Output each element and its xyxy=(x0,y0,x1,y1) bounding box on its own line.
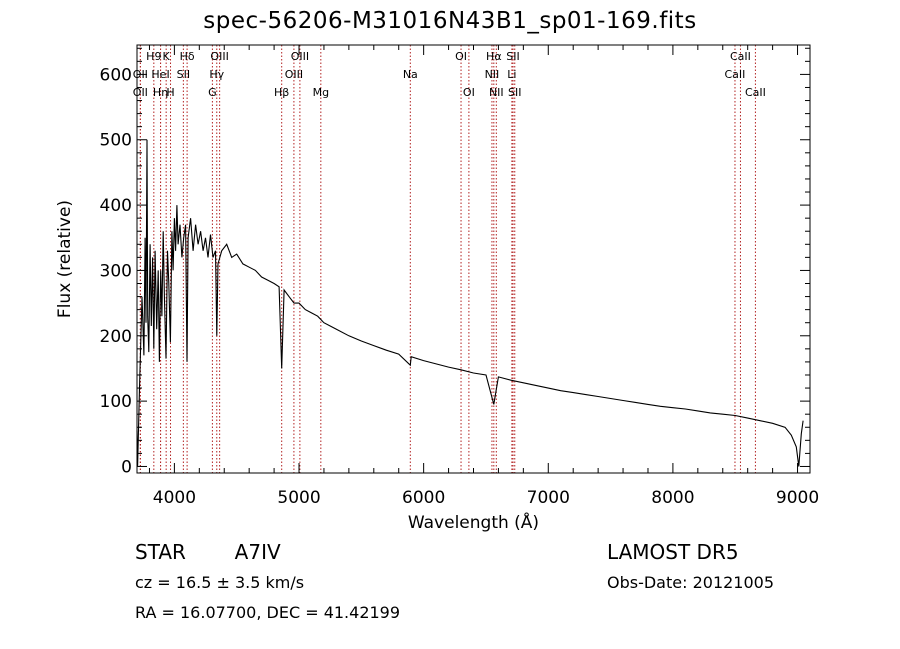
plot-frame xyxy=(136,44,811,474)
emission-line-label: H9 xyxy=(146,50,161,63)
emission-line-label: Hα xyxy=(486,50,502,63)
emission-line-label: SII xyxy=(506,50,519,63)
y-tick-label: 500 xyxy=(100,131,132,151)
emission-line-label: Li xyxy=(507,68,516,81)
emission-line-label: NII xyxy=(489,86,504,99)
emission-line-label: H xyxy=(166,86,174,99)
emission-line-label: OIII xyxy=(210,50,228,63)
spectrum-line xyxy=(136,139,804,467)
x-tick-label: 6000 xyxy=(402,488,445,508)
emission-line-label: G xyxy=(208,86,217,99)
emission-line-label: OI xyxy=(463,86,475,99)
spectral-class: A7IV xyxy=(234,540,281,564)
x-tick-label: 8000 xyxy=(651,488,694,508)
y-tick-label: 600 xyxy=(100,65,132,85)
x-tick-label: 4000 xyxy=(153,488,196,508)
emission-line-label: OIII xyxy=(291,50,309,63)
emission-line-label: CaII xyxy=(745,86,766,99)
emission-line-label: Hη xyxy=(153,86,168,99)
obs-date: Obs-Date: 20121005 xyxy=(607,573,775,592)
x-tick-label: 9000 xyxy=(776,488,819,508)
emission-line-label: Na xyxy=(403,68,418,81)
redshift-text: cz = 16.5 ± 3.5 km/s xyxy=(135,573,305,592)
emission-line-label: SII xyxy=(177,68,190,81)
coordinates-text: RA = 16.07700, DEC = 41.42199 xyxy=(135,603,401,622)
emission-line-label: K xyxy=(163,50,171,63)
object-type: STAR xyxy=(135,540,186,564)
emission-line-label: CaII xyxy=(725,68,746,81)
y-axis-label: Flux (relative) xyxy=(55,200,75,318)
emission-line-label: NII xyxy=(485,68,500,81)
x-axis-label: Wavelength (Å) xyxy=(408,511,539,533)
y-tick-label: 200 xyxy=(100,327,132,347)
x-tick-label: 5000 xyxy=(277,488,320,508)
emission-line-label: Hδ xyxy=(180,50,195,63)
y-tick-label: 400 xyxy=(100,196,132,216)
y-tick-label: 300 xyxy=(100,261,132,281)
survey-name: LAMOST DR5 xyxy=(607,540,739,564)
emission-line-label: Mg xyxy=(313,86,329,99)
emission-line-markers xyxy=(139,45,756,473)
emission-line-label: Hγ xyxy=(209,68,224,81)
emission-line-label: OI xyxy=(455,50,467,63)
emission-line-label: HeI xyxy=(151,68,169,81)
y-tick-label: 0 xyxy=(121,457,132,477)
y-tick-label: 100 xyxy=(100,392,132,412)
emission-line-label: OIII xyxy=(285,68,303,81)
object-class-line: STAR A7IV xyxy=(135,540,281,564)
emission-line-label: CaII xyxy=(730,50,751,63)
emission-line-label: SII xyxy=(508,86,521,99)
x-tick-label: 7000 xyxy=(527,488,570,508)
chart-title: spec-56206-M31016N43B1_sp01-169.fits xyxy=(203,8,697,34)
x-axis-ticks: 4000 5000 6000 7000 8000 9000 xyxy=(148,45,819,508)
y-axis-ticks: 0 100 200 300 400 500 600 xyxy=(100,47,810,477)
emission-line-label: Hβ xyxy=(274,86,289,99)
